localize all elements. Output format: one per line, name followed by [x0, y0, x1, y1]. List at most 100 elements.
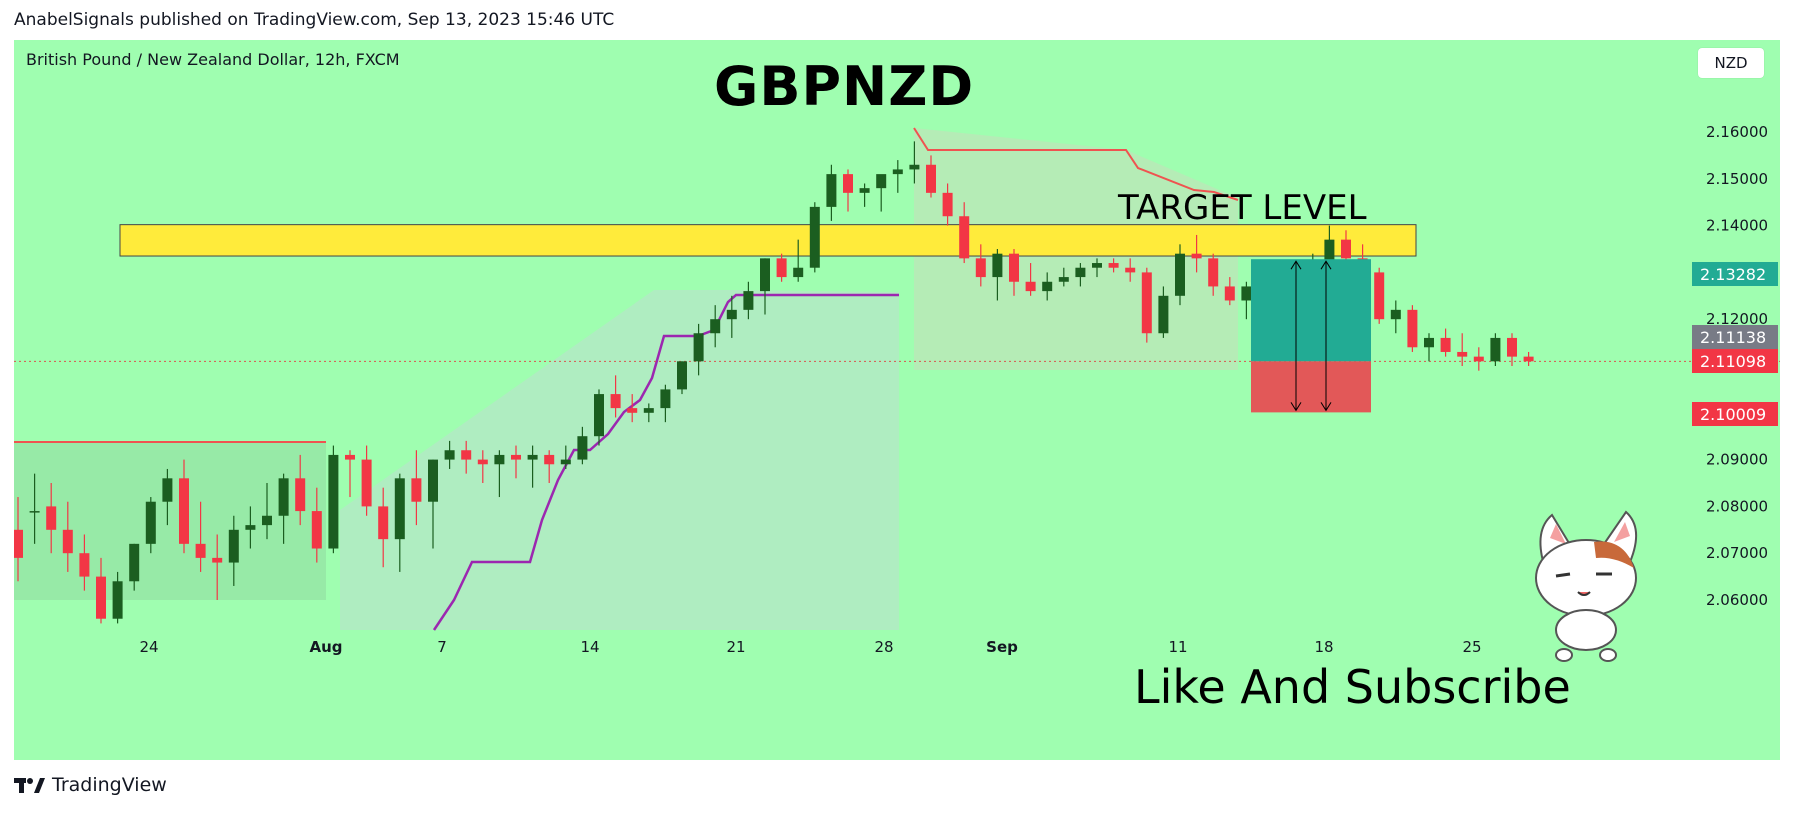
- candle-body: [776, 258, 787, 278]
- candle-body: [46, 506, 57, 530]
- candle: [1042, 272, 1053, 301]
- candle-body: [1042, 281, 1053, 292]
- candle-body: [1374, 272, 1385, 320]
- candle: [1092, 258, 1102, 278]
- cat-sticker: [1535, 510, 1637, 662]
- candle: [843, 169, 853, 212]
- candle: [826, 164, 837, 221]
- chart-area[interactable]: 2.160002.150002.140002.130002.120002.110…: [14, 40, 1780, 760]
- candle-body: [295, 478, 306, 512]
- candle-body: [677, 361, 687, 390]
- x-tick-label: 28: [874, 638, 893, 656]
- candle-body: [1092, 263, 1102, 268]
- candle-body: [1075, 267, 1086, 278]
- candle-body: [1158, 295, 1169, 334]
- candle-body: [760, 258, 770, 292]
- candle-body: [1473, 356, 1484, 362]
- target-zone: [119, 224, 1417, 257]
- candle-body: [394, 478, 405, 540]
- position-arrow-head: [1290, 402, 1302, 412]
- candle-body: [693, 333, 704, 362]
- candle-body: [826, 174, 837, 207]
- chart-title-annotation: GBPNZD: [714, 55, 975, 118]
- currency-button[interactable]: NZD: [1698, 48, 1764, 78]
- candle: [295, 454, 306, 526]
- candle: [959, 202, 970, 264]
- candle-body: [793, 267, 804, 278]
- candle-body: [1108, 263, 1119, 268]
- candle-body: [79, 553, 90, 577]
- candle: [96, 557, 106, 624]
- candle-body: [710, 319, 721, 334]
- candle-body: [643, 408, 654, 413]
- candle-body: [660, 389, 671, 409]
- candle: [1125, 258, 1136, 282]
- candle-body: [544, 454, 555, 465]
- candle: [262, 483, 272, 540]
- x-tick-label: 21: [726, 638, 745, 656]
- candle: [1407, 305, 1418, 352]
- candle-body: [577, 436, 588, 460]
- candle: [909, 141, 920, 184]
- candle-body: [311, 511, 322, 549]
- candle-body: [179, 478, 189, 544]
- candle-body: [1141, 272, 1152, 334]
- candle: [1191, 234, 1202, 273]
- candle: [212, 534, 223, 600]
- candle-body: [112, 581, 123, 619]
- candle-body: [494, 454, 505, 465]
- candle: [1507, 333, 1517, 366]
- candle-body: [527, 454, 538, 460]
- candle: [1141, 267, 1152, 343]
- candle-body: [461, 450, 472, 460]
- y-tick-label: 2.12000: [1706, 310, 1768, 328]
- candles-layer: [14, 141, 1534, 624]
- candle: [461, 440, 472, 474]
- price-chart[interactable]: 2.160002.150002.140002.130002.120002.110…: [14, 40, 1780, 760]
- y-tick-label: 2.07000: [1706, 544, 1768, 562]
- candle: [378, 487, 389, 568]
- candle: [975, 244, 986, 287]
- candle: [1025, 263, 1036, 296]
- candle: [942, 183, 953, 226]
- candle-body: [1125, 267, 1136, 273]
- candle: [79, 534, 90, 591]
- middle-shade-region: [340, 290, 899, 630]
- candle-body: [1208, 258, 1219, 287]
- profit-box: [1251, 259, 1371, 362]
- candle: [527, 445, 538, 488]
- candle: [1058, 267, 1069, 287]
- candle-body: [992, 253, 1003, 278]
- candle-body: [212, 557, 223, 563]
- y-tick-label: 2.06000: [1706, 591, 1768, 609]
- price-tag-stop: 2.10009: [1692, 402, 1778, 426]
- x-tick-label: 11: [1168, 638, 1187, 656]
- candle-body: [1523, 356, 1534, 362]
- candle-body: [743, 291, 754, 310]
- candle-body: [1390, 309, 1401, 320]
- candle: [1523, 351, 1534, 366]
- candle: [477, 450, 488, 483]
- candle: [112, 571, 123, 624]
- candle: [544, 450, 555, 483]
- footer-brand[interactable]: TradingView: [14, 774, 167, 796]
- candle-body: [361, 459, 372, 507]
- candle: [29, 473, 40, 544]
- candle: [793, 239, 804, 282]
- candle: [660, 384, 671, 423]
- position-arrow-head: [1320, 402, 1332, 412]
- candle: [643, 403, 654, 423]
- candle-body: [1175, 253, 1185, 296]
- candle: [14, 497, 23, 582]
- candle: [195, 501, 206, 572]
- candle-body: [809, 206, 820, 268]
- candle: [494, 450, 505, 498]
- candle: [411, 450, 422, 526]
- candle-body: [195, 543, 206, 558]
- candle-body: [228, 529, 239, 563]
- candle: [926, 155, 936, 198]
- candle: [278, 473, 289, 544]
- candle-body: [511, 454, 521, 460]
- candle: [46, 483, 57, 554]
- candle-body: [975, 258, 986, 278]
